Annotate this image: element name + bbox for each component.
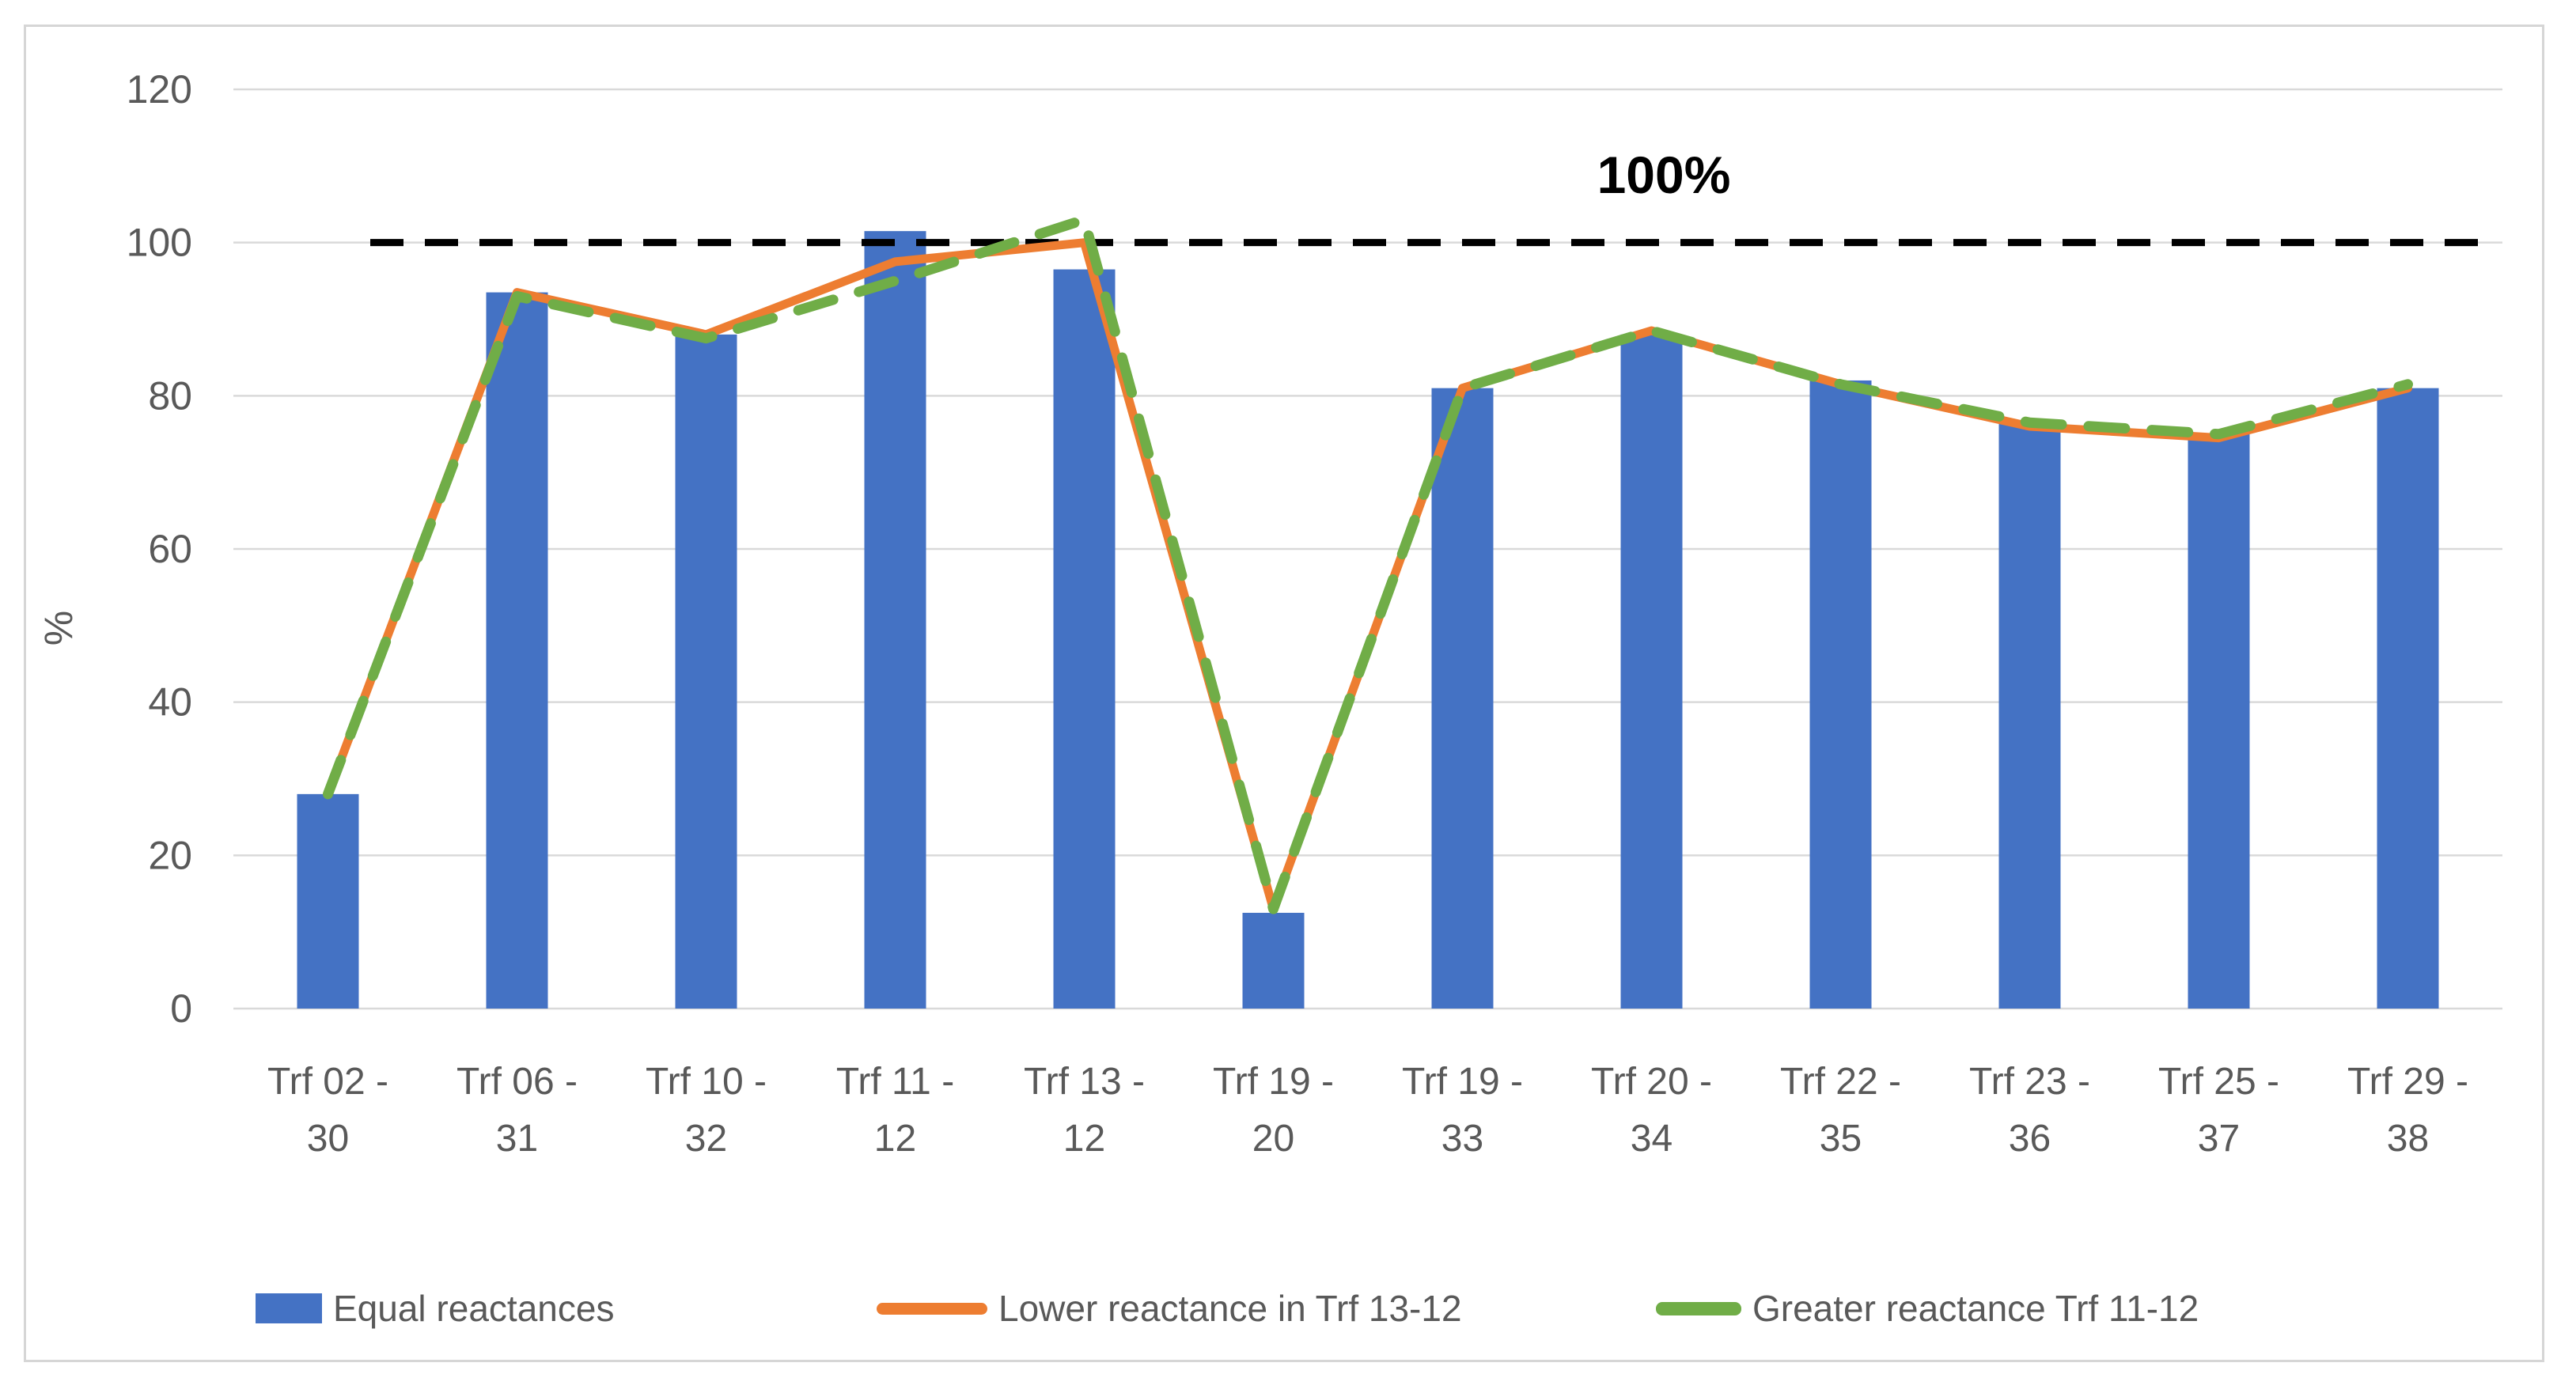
line-series-green-dashed [323,214,2413,914]
bar-trf23-36 [1998,422,2061,1009]
bar-trf19-20 [1242,912,1305,1009]
bar-line-chart-plot: 0 20 40 60 80 100 120% Trf 02 -30 Trf 06 -31 Trf … [36,67,2502,1160]
y-tick-label: 20 [148,833,192,877]
green-line-swatch-icon [1656,1301,1741,1315]
bar-trf19-33 [1431,388,1494,1009]
legend-label-equal-reactances: Equal reactances [333,1288,615,1329]
x-tick-label: Trf 13 -12 [1024,1061,1145,1160]
line-series-orange-solid [324,238,2412,914]
x-tick-label: Trf 25 -37 [2158,1061,2279,1160]
x-tick-label: Trf 23 -36 [1969,1061,2090,1160]
x-tick-label: Trf 10 -32 [646,1061,767,1160]
y-tick-label: 0 [170,986,192,1031]
y-tick-label: 80 [148,373,192,418]
x-tick-label: Trf 20 -34 [1591,1061,1712,1160]
x-tick-label: Trf 06 -31 [456,1061,578,1160]
y-tick-label: 100 [127,221,192,265]
bar-trf29-38 [2377,388,2439,1009]
legend-item-lower-reactance: Lower reactance in Trf 13-12 [877,1273,1462,1344]
bar-trf13-12 [1053,269,1116,1009]
x-tick-label: Trf 02 -30 [267,1061,388,1160]
x-tick-label: Trf 22 -35 [1780,1061,1901,1160]
legend-label-greater-reactance: Greater reactance Trf 11-12 [1752,1288,2199,1329]
bar-trf22-35 [1809,380,1872,1009]
bar-trf06-31 [486,292,548,1009]
y-tick-label: 40 [148,680,192,725]
x-tick-label: Trf 19 -33 [1402,1061,1523,1160]
bar-trf02-30 [297,793,359,1009]
bar-trf25-37 [2188,433,2250,1009]
x-tick-label: Trf 11 -12 [836,1061,954,1160]
y-axis-title: % [36,611,81,645]
chart-figure: 0 20 40 60 80 100 120% Trf 02 -30 Trf 06 -31 Trf … [24,25,2544,1362]
x-tick-label: Trf 29 -38 [2347,1061,2468,1160]
bar-trf10-32 [675,334,737,1009]
legend-label-lower-reactance: Lower reactance in Trf 13-12 [998,1288,1462,1329]
bar-trf20-34 [1620,334,1683,1009]
y-tick-label: 60 [148,527,192,571]
chart-legend: Equal reactances Lower reactance in Trf … [26,1273,2547,1344]
x-tick-label: Trf 19 -20 [1213,1061,1334,1160]
reference-line-annotation: 100% [1597,146,1731,204]
legend-item-equal-reactances: Equal reactances [256,1273,614,1344]
bar-swatch-icon [256,1293,322,1323]
orange-line-swatch-icon [877,1302,987,1315]
bar-trf11-12 [864,231,926,1009]
y-tick-label: 120 [127,67,192,112]
legend-item-greater-reactance: Greater reactance Trf 11-12 [1656,1273,2199,1344]
